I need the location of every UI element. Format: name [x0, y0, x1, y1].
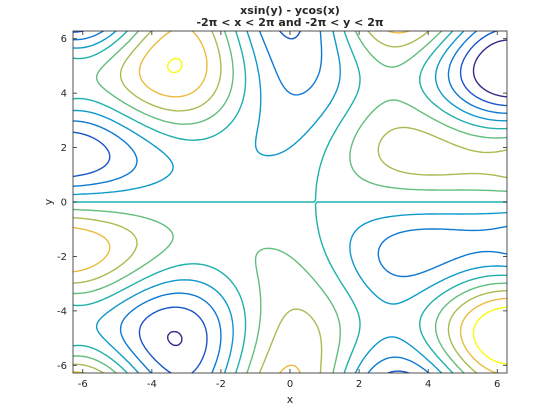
- y-tick-label: -6: [57, 361, 67, 372]
- y-tick-label: -4: [57, 306, 67, 317]
- y-tick-label: 4: [61, 89, 67, 100]
- chart-title-line-1: xsin(y) - ycos(x): [240, 4, 340, 17]
- x-axis-label: x: [287, 393, 294, 406]
- x-tick-label: 4: [425, 379, 431, 390]
- chart-title-line-2: -2π < x < 2π and -2π < y < 2π: [196, 16, 383, 29]
- contour-level-7: [73, 31, 507, 373]
- x-tick-label: -4: [147, 379, 157, 390]
- contour-level-2: [73, 31, 507, 373]
- contour-level-8: [167, 57, 507, 365]
- x-tick-label: 6: [494, 379, 500, 390]
- y-tick-label: 2: [61, 143, 67, 154]
- y-axis-label: y: [42, 198, 55, 205]
- y-tick-label: -2: [57, 252, 67, 263]
- x-axis-ticks: -6 -4 -2 0 2 4 6: [78, 31, 500, 390]
- y-tick-label: 6: [61, 34, 67, 45]
- contour-level-5: [73, 31, 507, 373]
- contour-level-3: [73, 31, 507, 373]
- y-axis-ticks: -6 -4 -2 0 2 4 6: [57, 34, 507, 372]
- x-tick-label: 2: [356, 379, 362, 390]
- contour-lines: [73, 31, 507, 373]
- x-tick-label: 0: [287, 379, 293, 390]
- y-tick-label: 0: [61, 198, 67, 209]
- contour-level-0: [167, 39, 507, 347]
- contour-level-1: [73, 31, 507, 373]
- contour-level-4: [73, 31, 507, 373]
- contour-level-6: [73, 31, 507, 373]
- x-tick-label: -2: [216, 379, 226, 390]
- x-tick-label: -6: [78, 379, 88, 390]
